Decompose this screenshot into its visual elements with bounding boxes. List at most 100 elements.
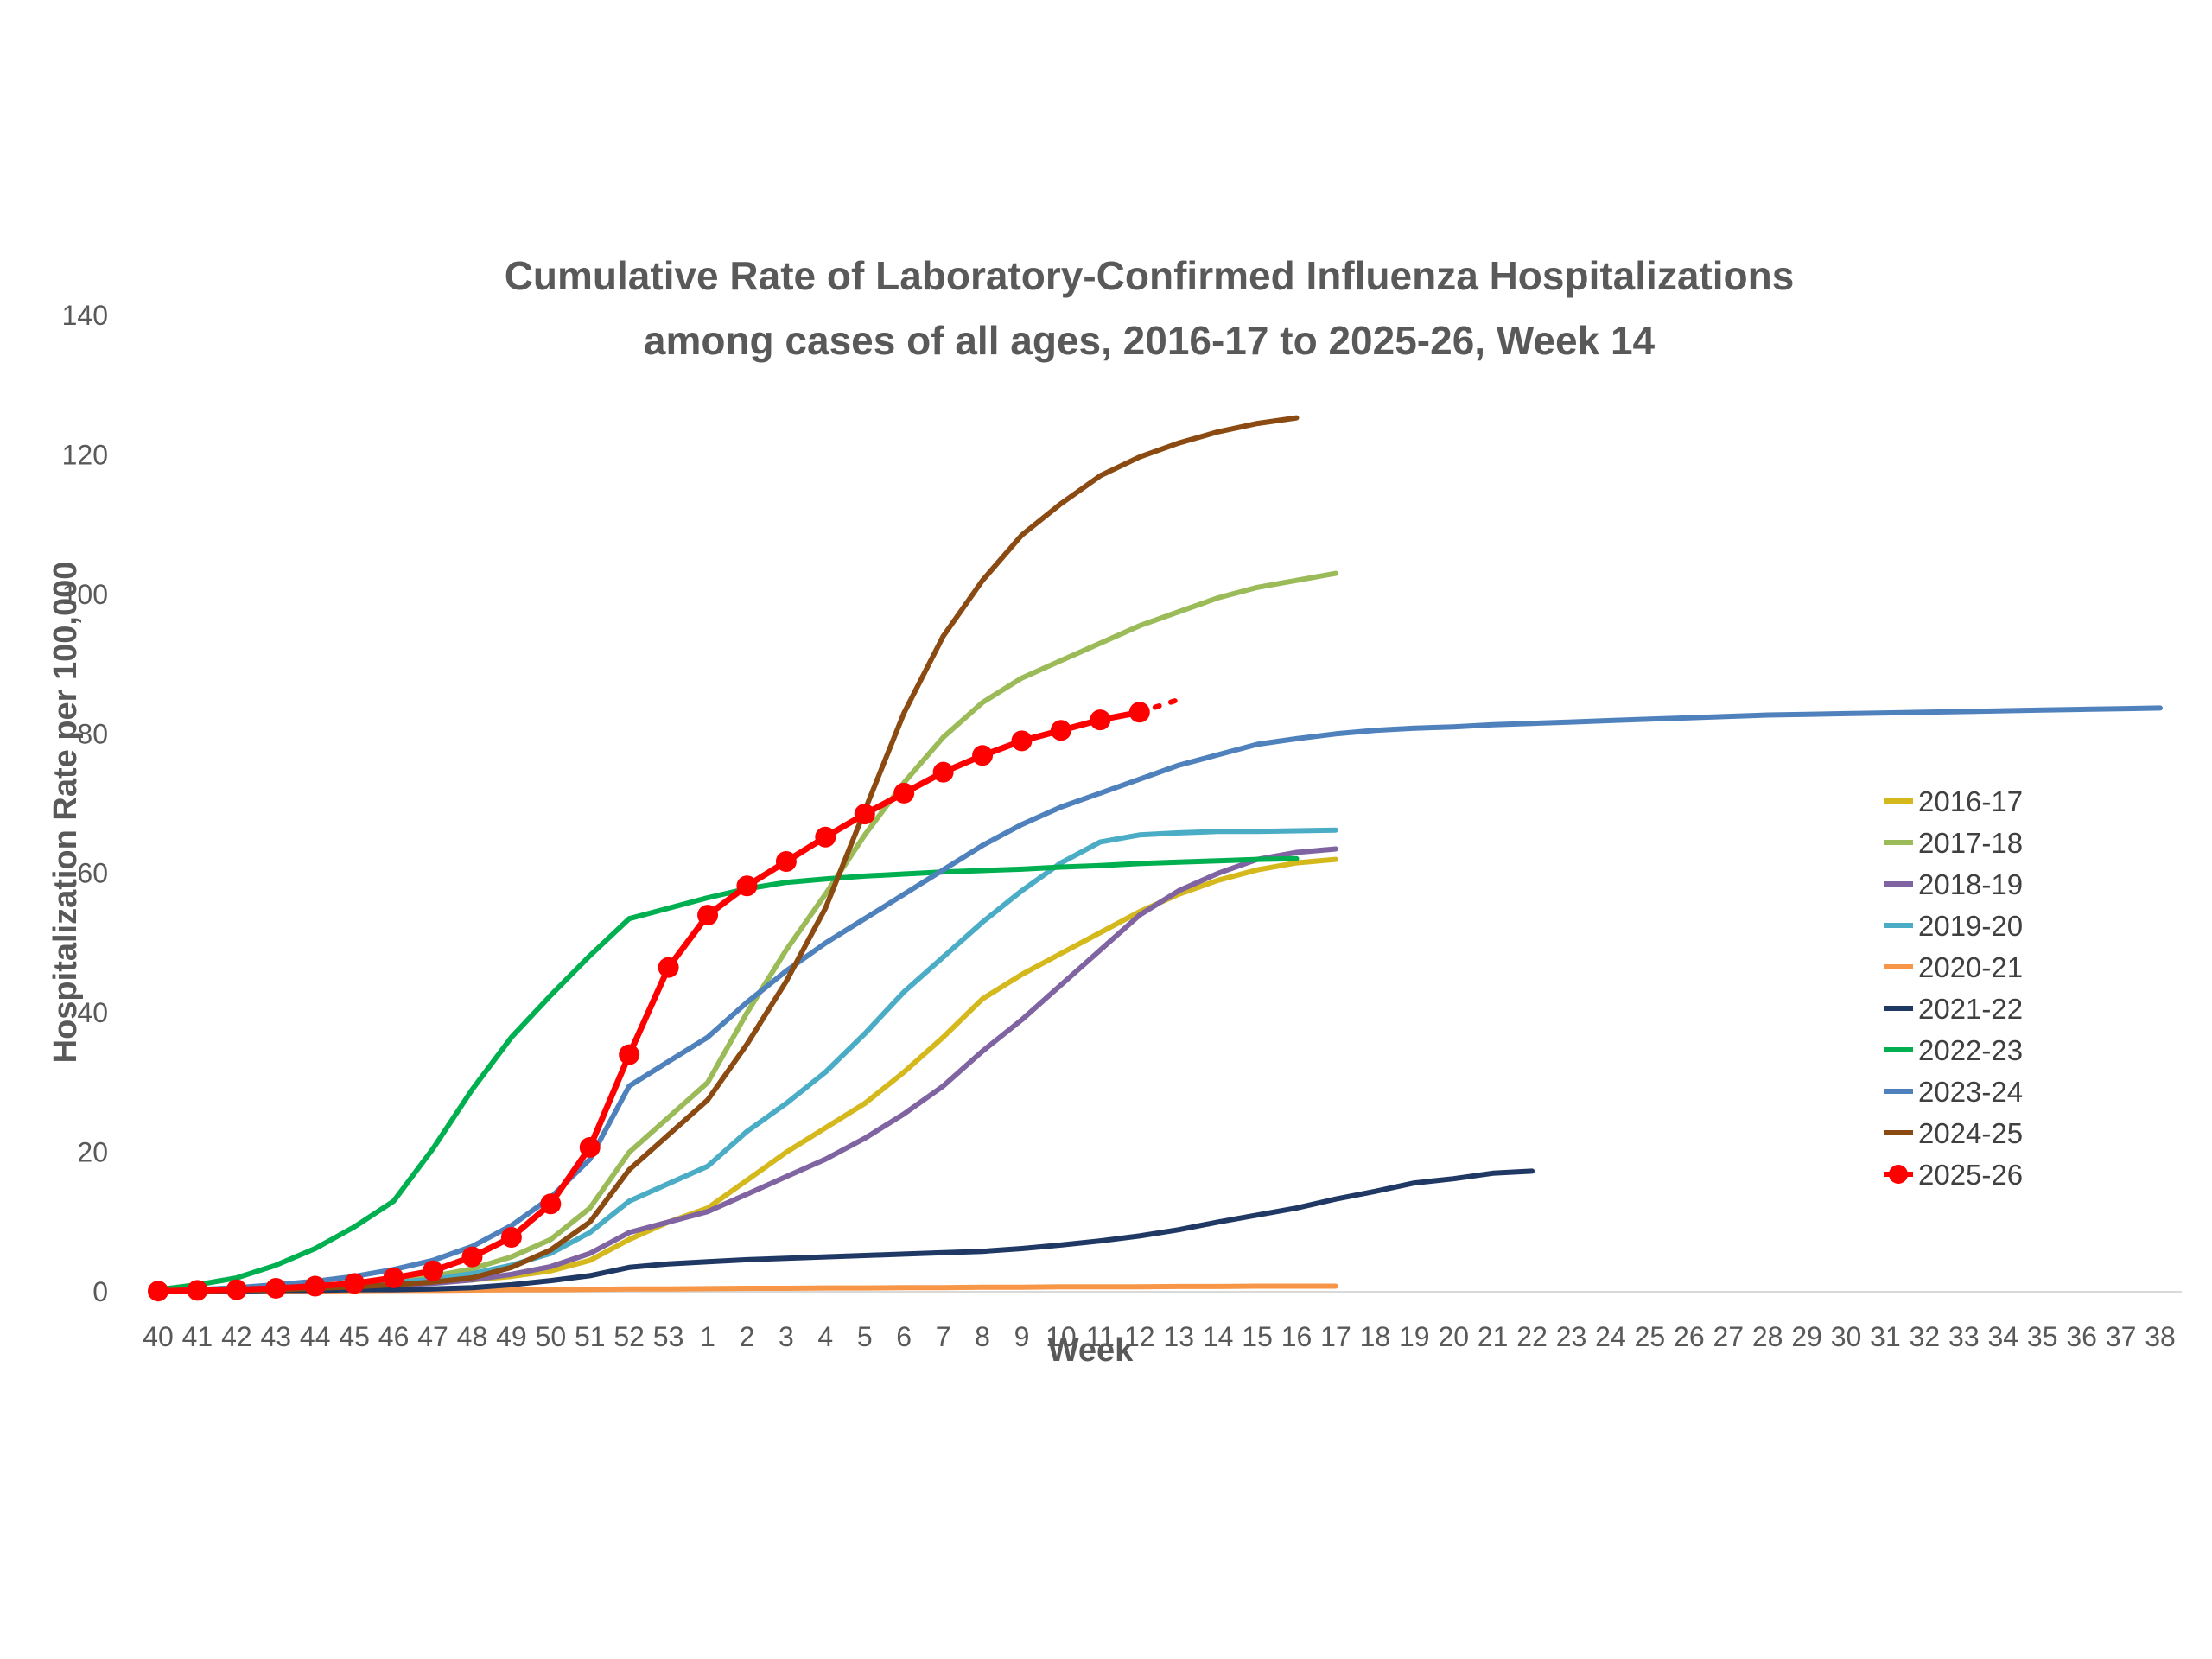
y-tick-label: 80 — [77, 718, 108, 749]
x-tick-label: 32 — [1910, 1321, 1941, 1352]
data-point — [775, 850, 797, 872]
x-tick-label: 23 — [1556, 1321, 1587, 1352]
x-tick-label: 5 — [857, 1321, 873, 1352]
x-tick-label: 43 — [260, 1321, 291, 1352]
series-2024-25 — [156, 415, 1300, 1294]
data-point — [1128, 702, 1150, 723]
data-point — [265, 1277, 287, 1299]
x-axis-label: Week — [1048, 1332, 1134, 1369]
x-tick-label: 48 — [457, 1321, 488, 1352]
y-axis-label: Hospitalization Rate per 100,000 — [48, 562, 84, 1064]
y-tick-label: 0 — [92, 1276, 108, 1307]
series-2021-22 — [156, 1168, 1535, 1294]
chart-title: Cumulative Rate of Laboratory-Confirmed … — [505, 253, 1795, 363]
x-tick-label: 15 — [1242, 1321, 1273, 1352]
x-tick-label: 51 — [575, 1321, 606, 1352]
x-tick-label: 37 — [2106, 1321, 2137, 1352]
x-tick-label: 9 — [1014, 1321, 1030, 1352]
x-tick-label: 16 — [1281, 1321, 1313, 1352]
x-tick-label: 18 — [1360, 1321, 1391, 1352]
data-point — [697, 905, 719, 926]
chart-title-line-2: among cases of all ages, 2016-17 to 2025… — [644, 318, 1656, 363]
y-axis-ticks: 0 20 40 60 80 100 120 140 — [62, 300, 108, 1307]
legend-label: 2019-20 — [1918, 910, 2023, 942]
series-2025-26 — [148, 696, 1182, 1302]
x-tick-label: 31 — [1870, 1321, 1901, 1352]
x-tick-label: 14 — [1203, 1321, 1234, 1352]
x-axis-ticks: 40 41 42 43 44 45 46 47 48 49 50 51 52 53 1 2 3 4 5 6 7 8 9 10 1… — [143, 1321, 2176, 1352]
data-point — [893, 782, 915, 804]
data-point — [972, 745, 994, 766]
series-2023-24 — [156, 705, 2163, 1294]
data-point — [226, 1279, 247, 1300]
x-tick-label: 41 — [182, 1321, 213, 1352]
y-tick-label: 140 — [62, 300, 108, 331]
x-tick-label: 38 — [2145, 1321, 2176, 1352]
x-tick-label: 6 — [896, 1321, 912, 1352]
chart-series — [148, 415, 2163, 1302]
data-point — [540, 1193, 562, 1215]
series-line — [156, 827, 1338, 1294]
series-2016-17 — [156, 856, 1338, 1294]
data-point — [854, 804, 875, 825]
x-tick-label: 3 — [779, 1321, 794, 1352]
legend-marker — [1889, 1165, 1908, 1184]
legend-item: 2017-18 — [1884, 827, 2023, 859]
x-tick-label: 22 — [1516, 1321, 1548, 1352]
x-tick-label: 53 — [653, 1321, 684, 1352]
x-tick-label: 17 — [1320, 1321, 1351, 1352]
data-point — [619, 1044, 640, 1065]
x-tick-label: 46 — [378, 1321, 410, 1352]
series-line — [156, 855, 1300, 1293]
legend-item: 2024-25 — [1884, 1117, 2023, 1149]
y-tick-label: 40 — [77, 997, 108, 1028]
data-point — [383, 1267, 404, 1288]
x-tick-label: 7 — [936, 1321, 951, 1352]
x-tick-label: 24 — [1595, 1321, 1626, 1352]
x-tick-label: 47 — [417, 1321, 448, 1352]
x-tick-label: 34 — [1987, 1321, 2018, 1352]
series-line — [156, 1168, 1535, 1294]
series-2019-20 — [156, 827, 1338, 1294]
legend-item: 2018-19 — [1884, 868, 2023, 900]
x-tick-label: 20 — [1438, 1321, 1469, 1352]
legend-label: 2020-21 — [1918, 951, 2023, 983]
x-tick-label: 28 — [1752, 1321, 1783, 1352]
legend-label: 2017-18 — [1918, 827, 2023, 859]
data-point — [579, 1136, 601, 1158]
chart-legend: 2016-17 2017-18 2018-19 2019-20 2020-21 2021-… — [1884, 785, 2023, 1191]
x-tick-label: 36 — [2066, 1321, 2097, 1352]
legend-item: 2020-21 — [1884, 951, 2023, 983]
x-tick-label: 13 — [1163, 1321, 1194, 1352]
data-point — [1011, 730, 1033, 752]
x-tick-label: 42 — [221, 1321, 252, 1352]
series-2022-23 — [156, 855, 1300, 1293]
series-line — [156, 856, 1338, 1294]
legend-label: 2018-19 — [1918, 868, 2023, 900]
x-tick-label: 27 — [1713, 1321, 1744, 1352]
legend-label: 2025-26 — [1918, 1159, 2023, 1191]
x-tick-label: 35 — [2027, 1321, 2058, 1352]
x-tick-label: 2 — [740, 1321, 755, 1352]
x-tick-label: 45 — [339, 1321, 370, 1352]
legend-label: 2024-25 — [1918, 1117, 2023, 1149]
legend-label: 2016-17 — [1918, 785, 2023, 817]
y-tick-label: 20 — [77, 1137, 108, 1168]
data-point — [423, 1260, 444, 1281]
x-tick-label: 8 — [975, 1321, 990, 1352]
data-point — [148, 1281, 168, 1302]
y-tick-label: 60 — [77, 858, 108, 889]
x-tick-label: 44 — [300, 1321, 331, 1352]
data-point — [500, 1227, 522, 1249]
y-tick-label: 100 — [62, 579, 108, 610]
data-point — [344, 1273, 365, 1294]
data-point — [815, 826, 836, 848]
x-tick-label: 49 — [496, 1321, 527, 1352]
data-point — [658, 957, 679, 978]
series-line — [156, 415, 1300, 1294]
x-tick-label: 19 — [1399, 1321, 1430, 1352]
x-tick-label: 52 — [613, 1321, 645, 1352]
x-tick-label: 40 — [143, 1321, 174, 1352]
series-line — [156, 846, 1338, 1294]
